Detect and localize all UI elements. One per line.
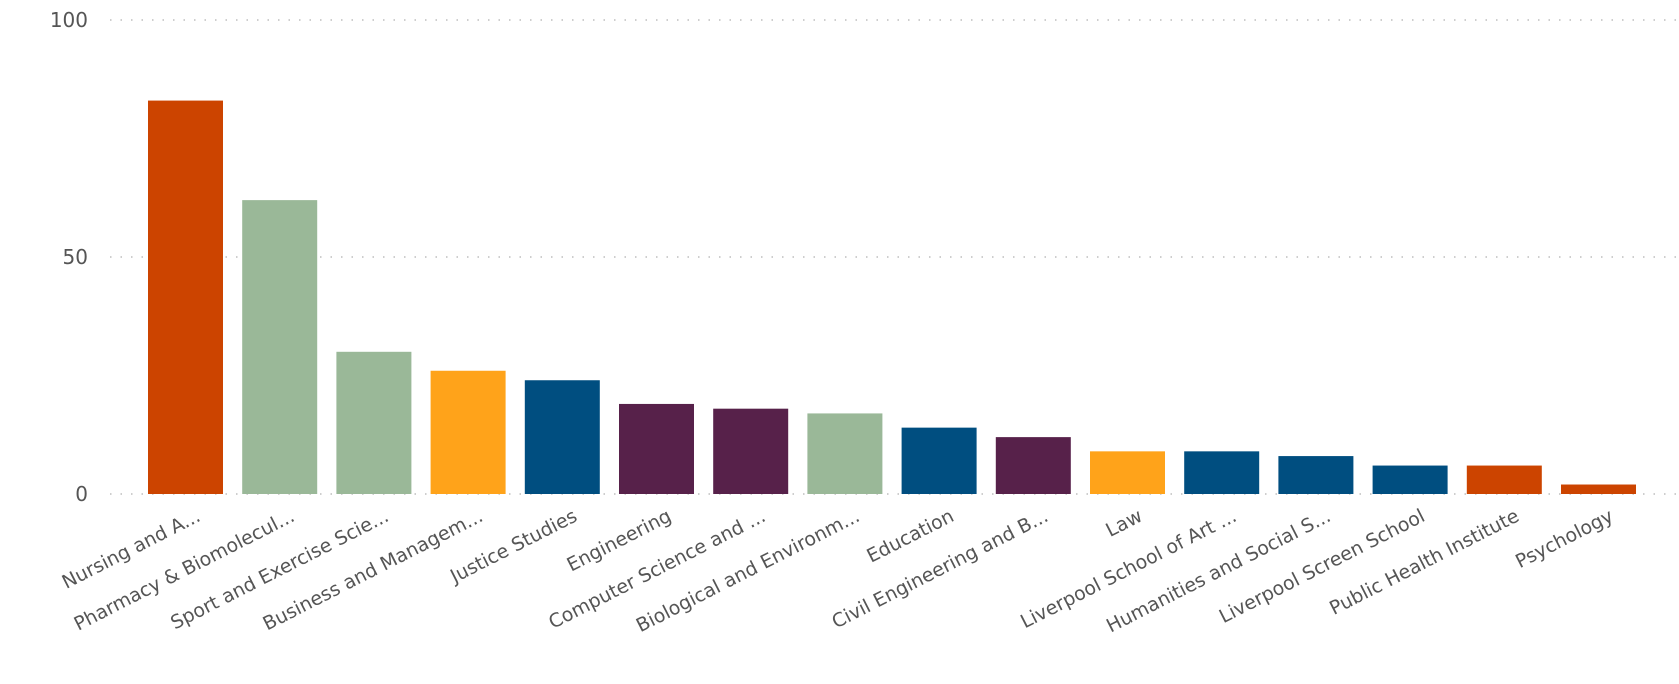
y-tick-label: 0 bbox=[75, 482, 88, 506]
bar[interactable] bbox=[713, 408, 789, 494]
bar[interactable] bbox=[1090, 451, 1165, 494]
bar[interactable] bbox=[995, 437, 1071, 494]
bar[interactable] bbox=[807, 413, 883, 494]
y-tick-label: 100 bbox=[50, 8, 88, 32]
bars bbox=[148, 100, 1636, 494]
bar[interactable] bbox=[1561, 484, 1636, 494]
bar[interactable] bbox=[1184, 451, 1260, 494]
bar[interactable] bbox=[430, 370, 506, 494]
bar[interactable] bbox=[901, 427, 977, 494]
x-tick-label: Law bbox=[1102, 505, 1146, 542]
bar[interactable] bbox=[1372, 465, 1448, 494]
bar[interactable] bbox=[1278, 456, 1354, 494]
bar[interactable] bbox=[336, 351, 412, 494]
bar[interactable] bbox=[524, 380, 600, 494]
bar[interactable] bbox=[148, 100, 223, 494]
bar[interactable] bbox=[242, 200, 318, 494]
bar[interactable] bbox=[619, 403, 694, 494]
x-tick-label: Psychology bbox=[1512, 505, 1617, 573]
y-axis-ticks: 0 50 100 bbox=[50, 8, 88, 506]
x-axis-labels: Nursing and A...Pharmacy & Biomolecul...… bbox=[59, 505, 1617, 637]
bar[interactable] bbox=[1466, 465, 1542, 494]
y-tick-label: 50 bbox=[63, 245, 88, 269]
